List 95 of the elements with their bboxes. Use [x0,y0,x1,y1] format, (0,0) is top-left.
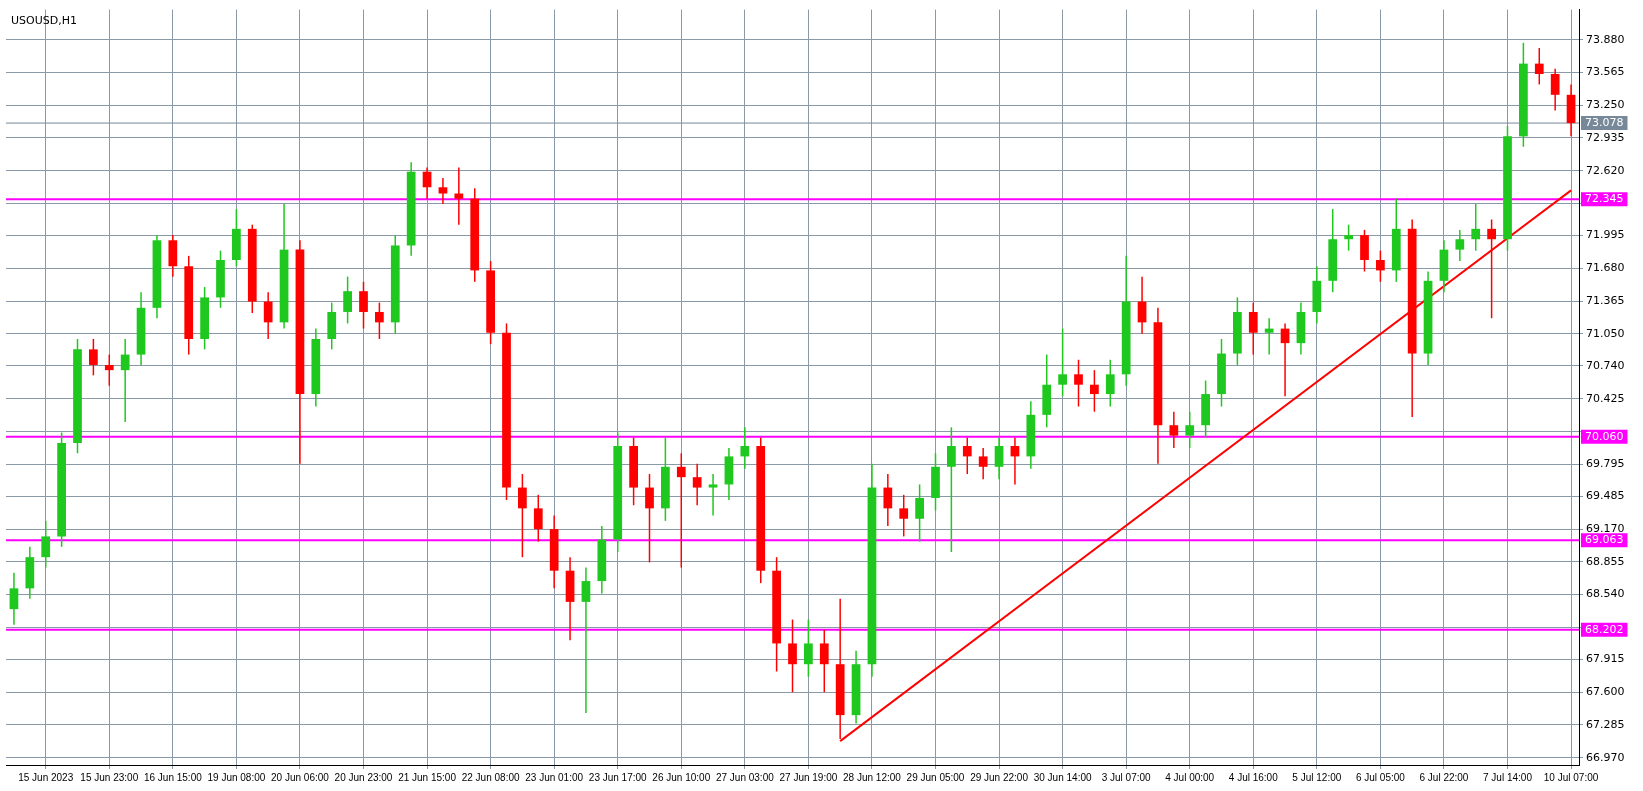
candlestick [1264,317,1274,356]
ref-line-label: 73.078 [1585,115,1624,129]
x-tick-label: 20 Jun 23:00 [334,771,393,783]
candlestick [1248,301,1258,356]
candlestick [1534,47,1544,86]
y-tick-label: 73.250 [1586,98,1625,112]
x-tick-label: 4 Jul 16:00 [1228,771,1279,783]
y-tick-label: 69.170 [1586,521,1625,535]
y-tick-label: 73.880 [1586,32,1625,46]
candlestick [645,473,654,564]
candlestick [533,494,543,543]
candlestick [676,452,686,569]
y-tick-label: 66.970 [1586,750,1625,764]
x-tick-label: 15 Jun 2023 [18,771,74,783]
y-tick-label: 70.740 [1586,358,1625,372]
y-tick-label: 68.540 [1586,587,1625,601]
candlestick [263,291,273,340]
ref-line-label: 68.202 [1585,622,1624,636]
candlestick [915,483,924,543]
y-tick-label: 72.620 [1586,163,1625,177]
candlestick [708,473,718,517]
y-tick-label: 71.680 [1586,261,1625,275]
candlestick [962,436,972,475]
candlestick [740,426,750,470]
x-tick-label: 20 Jun 06:00 [271,771,330,783]
y-tick-label: 73.565 [1586,65,1625,79]
candlestick [1105,359,1115,408]
ref-line-label: 70.060 [1585,429,1624,443]
candlestick [89,338,98,377]
candlestick [343,275,352,325]
x-tick-label: 22 Jun 08:00 [461,771,520,783]
y-tick-label: 67.915 [1586,652,1625,666]
candlestick [1090,369,1099,413]
x-tick-label: 27 Jun 03:00 [715,771,775,783]
candlestick [104,353,114,387]
candlestick [9,572,19,626]
candlestick [1074,359,1083,408]
y-tick-label: 69.795 [1586,457,1625,471]
x-tick-label: 29 Jun 22:00 [970,771,1029,783]
ref-line-label: 72.345 [1585,192,1624,206]
candlestick [978,447,988,481]
candlestick [994,436,1004,481]
x-tick-label: 29 Jun 05:00 [906,771,965,783]
y-tick-label: 67.285 [1586,717,1625,731]
candlestick [581,566,591,714]
x-tick-label: 23 Jun 01:00 [525,771,584,783]
x-tick-label: 6 Jul 05:00 [1355,771,1406,783]
y-tick-label: 70.425 [1586,391,1625,405]
candlestick [1455,229,1465,262]
x-tick-label: 23 Jun 17:00 [588,771,648,783]
candlestick [1550,68,1560,112]
y-tick-label: 67.600 [1586,685,1625,699]
candlestick [947,426,956,553]
x-tick-label: 30 Jun 14:00 [1033,771,1092,783]
candlestick [1344,223,1353,252]
candlestick [788,618,797,694]
y-tick-label: 72.935 [1586,130,1625,144]
y-tick-label: 71.050 [1586,326,1625,340]
candlestick [438,177,448,205]
x-tick-label: 15 Jun 23:00 [80,771,139,783]
candlestick [375,301,384,340]
candlestick [1487,218,1496,319]
candlestick [804,618,813,678]
candlestick [692,462,702,506]
candlestick [454,166,464,226]
y-tick-label: 71.365 [1586,293,1625,307]
candlestick [359,281,368,330]
x-tick-label: 4 Jul 00:00 [1165,771,1215,783]
candlestick [819,629,829,694]
x-tick-label: 6 Jul 22:00 [1419,771,1469,783]
x-tick-label: 28 Jun 12:00 [843,771,902,783]
x-tick-label: 3 Jul 07:00 [1101,771,1152,783]
candlestick [120,338,130,423]
candlestick [41,520,51,569]
y-tick-label: 68.855 [1586,554,1625,568]
x-tick-label: 10 Jul 07:00 [1543,771,1599,783]
x-tick-label: 26 Jun 10:00 [652,771,711,783]
y-tick-label: 71.995 [1586,228,1625,242]
y-tick-label: 69.485 [1586,489,1625,503]
x-tick-label: 19 Jun 08:00 [207,771,266,783]
candlestick [899,494,909,538]
candlestick [1185,410,1195,449]
candlestick [1376,249,1385,283]
x-tick-label: 16 Jun 15:00 [143,771,203,783]
chart-title: USOUSD,H1 [11,13,77,27]
candlestick [1471,203,1481,252]
candlestick [1169,410,1179,449]
x-tick-label: 5 Jul 12:00 [1292,771,1342,783]
candlestick [1058,327,1067,397]
ref-line-label: 69.063 [1585,533,1624,547]
x-tick-label: 21 Jun 15:00 [398,771,457,783]
candlestick [883,473,893,527]
candlestick [518,473,527,558]
x-tick-label: 27 Jun 19:00 [779,771,838,783]
x-tick-label: 7 Jul 14:00 [1483,771,1533,783]
